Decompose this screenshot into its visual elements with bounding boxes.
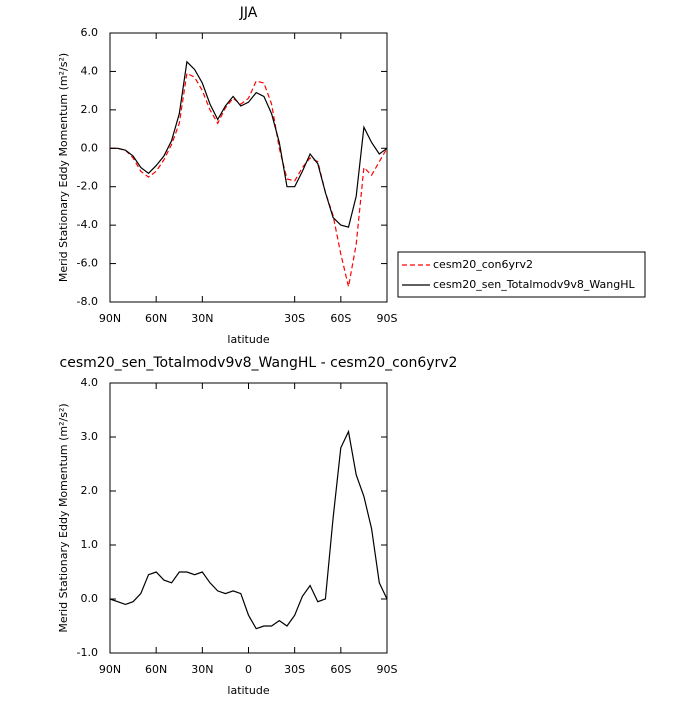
x-tick-label: 0 [245, 663, 252, 676]
x-tick-label: 90S [377, 663, 398, 676]
x-tick-label: 90N [99, 312, 121, 325]
x-tick-label: 30N [191, 312, 213, 325]
x-tick-label: 60S [330, 312, 351, 325]
series-line [110, 72, 388, 287]
legend-label: cesm20_sen_Totalmodv9v8_WangHL [433, 278, 636, 291]
y-tick-label: 1.0 [81, 538, 99, 551]
x-tick-label: 90N [99, 663, 121, 676]
y-axis-label: Merid Stationary Eddy Momentum (m²/s²) [57, 403, 70, 632]
chart-title: cesm20_sen_Totalmodv9v8_WangHL - cesm20_… [60, 355, 458, 371]
x-tick-label: 60N [145, 663, 167, 676]
x-tick-label: 60S [330, 663, 351, 676]
x-axis-label: latitude [227, 333, 269, 346]
y-tick-label: 2.0 [81, 484, 99, 497]
y-tick-label: -4.0 [77, 218, 98, 231]
y-axis-label: Merid Stationary Eddy Momentum (m²/s²) [57, 53, 70, 282]
y-tick-label: 6.0 [81, 26, 99, 39]
plot-frame [109, 382, 388, 654]
y-tick-label: -8.0 [77, 295, 98, 308]
y-tick-label: 2.0 [81, 103, 99, 116]
plot-frame [109, 32, 388, 303]
series-line [109, 429, 388, 630]
y-tick-label: 4.0 [81, 64, 99, 77]
chart-title: JJA [239, 5, 258, 21]
x-tick-label: 90S [377, 312, 398, 325]
y-tick-label: -6.0 [77, 257, 98, 270]
y-tick-label: 0.0 [81, 141, 99, 154]
y-tick-label: 4.0 [81, 376, 99, 389]
series-line [110, 60, 388, 228]
x-tick-label: 30N [191, 663, 213, 676]
x-tick-label: 60N [145, 312, 167, 325]
y-tick-label: -2.0 [77, 180, 98, 193]
x-tick-label: 30S [284, 663, 305, 676]
x-tick-label: 30S [284, 312, 305, 325]
legend-box [397, 251, 646, 298]
y-tick-label: -1.0 [77, 646, 98, 659]
y-tick-label: 3.0 [81, 430, 99, 443]
x-axis-label: latitude [227, 684, 269, 697]
y-tick-label: 0.0 [81, 592, 99, 605]
legend-label: cesm20_con6yrv2 [433, 258, 533, 271]
